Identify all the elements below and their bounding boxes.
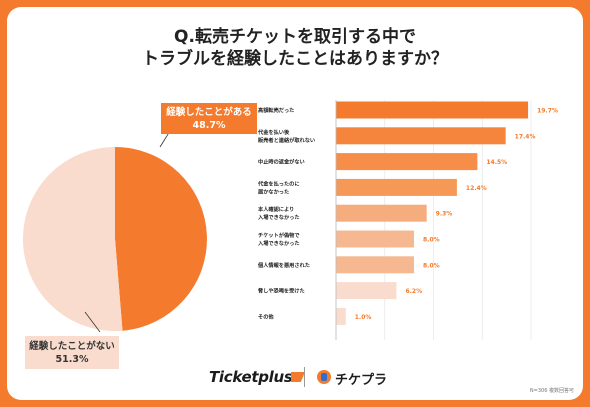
bar-label-3-0: 代金を払ったのに — [257, 179, 300, 187]
title-line-1: Q.転売チケットを取引する中で — [174, 27, 416, 47]
bar-value-4: 9.3% — [436, 211, 453, 218]
bar-value-2: 14.5% — [486, 159, 507, 166]
bar-label-1-1: 販売者と連絡が取れない — [258, 136, 315, 144]
bar-value-7: 6.2% — [405, 288, 422, 295]
bar-2 — [336, 153, 478, 171]
callout-yes: 経験したことがある 48.7% — [161, 103, 257, 134]
callout-yes-label: 経験したことがある — [166, 107, 252, 118]
bar-label-5-0: チケットが偽物で — [258, 231, 300, 239]
brand-bar: Ticketplus チケプラ — [0, 366, 590, 388]
bar-label-8-0: その他 — [258, 312, 274, 320]
bar-value-6: 8.0% — [423, 262, 440, 269]
bar-3 — [336, 178, 457, 196]
bar-0 — [336, 101, 529, 119]
ticketplus-logo: Ticketplus — [209, 368, 293, 386]
bar-value-3: 12.4% — [466, 185, 487, 192]
ticketplus-mark-icon — [291, 372, 305, 382]
pie-slice-0 — [115, 147, 207, 331]
bar-label-1-0: 代金を払い後 — [257, 128, 290, 136]
page-title: Q.転売チケットを取引する中で トラブルを経験したことはありますか？ — [0, 26, 590, 70]
callout-no-leader — [84, 311, 101, 333]
bar-7 — [336, 282, 397, 300]
bar-label-0-0: 高額転売だった — [258, 106, 294, 114]
bar-6 — [336, 256, 414, 274]
callout-no: 経験したことがない 51.3% — [25, 336, 119, 369]
bar-label-7-0: 脅しや恐喝を受けた — [257, 287, 305, 295]
callout-yes-value: 48.7% — [192, 120, 226, 131]
bar-value-0: 19.7% — [537, 108, 558, 115]
pie-slice-1 — [22, 146, 123, 331]
chikepura-logo: チケプラ — [335, 373, 388, 388]
bar-value-8: 1.0% — [355, 314, 372, 321]
logo-divider — [304, 367, 305, 387]
bar-4 — [336, 204, 427, 222]
bar-label-3-1: 届かなかった — [258, 187, 289, 195]
bar-1 — [336, 127, 506, 145]
callout-no-value: 51.3% — [55, 354, 89, 365]
bar-label-5-1: 入場できなかった — [257, 239, 300, 247]
bar-value-1: 17.4% — [515, 133, 536, 140]
bar-label-4-0: 本人確認により — [258, 205, 294, 213]
title-line-2: トラブルを経験したことはありますか？ — [142, 49, 448, 69]
bar-label-2-0: 中止時の返金がない — [258, 158, 305, 166]
chikepura-icon — [317, 370, 331, 384]
bar-label-4-1: 入場できなかった — [257, 213, 300, 221]
bar-value-5: 8.0% — [423, 237, 440, 244]
bar-8 — [336, 307, 346, 325]
callout-no-label: 経験したことがない — [29, 341, 115, 352]
footnote: N=306 複数回答可 — [529, 388, 574, 394]
bar-5 — [336, 230, 414, 248]
bar-label-6-0: 個人情報を悪用された — [257, 261, 310, 269]
